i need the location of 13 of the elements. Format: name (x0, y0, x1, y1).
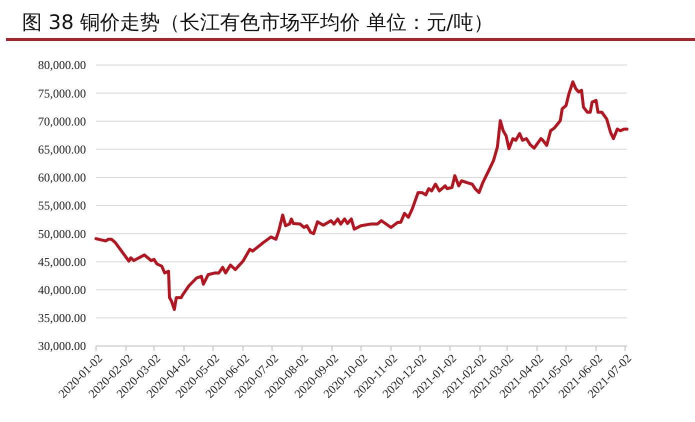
y-tick-label: 40,000.00 (38, 283, 86, 297)
y-tick-label: 35,000.00 (38, 311, 86, 326)
line-series (94, 80, 628, 311)
y-tick-label: 75,000.00 (38, 86, 86, 100)
y-tick-label: 55,000.00 (38, 198, 86, 213)
y-tick-label: 50,000.00 (38, 226, 86, 241)
y-tick-label: 45,000.00 (38, 254, 86, 269)
y-tick-label: 70,000.00 (38, 114, 86, 128)
y-tick-label: 60,000.00 (38, 170, 86, 185)
chart-title: 图 38 铜价走势（长江有色市场平均价 单位：元/吨） (22, 10, 494, 34)
y-tick-label: 65,000.00 (38, 142, 86, 156)
y-tick-label: 80,000.00 (38, 58, 86, 72)
y-tick-label: 30,000.00 (38, 339, 86, 354)
